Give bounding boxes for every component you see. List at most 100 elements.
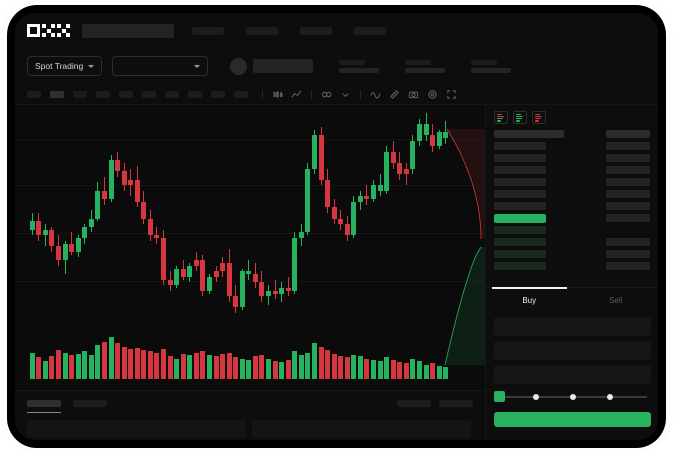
price-field[interactable] (494, 317, 651, 336)
order-book-ask-row[interactable] (494, 142, 650, 150)
timeframe-button-1[interactable] (27, 90, 41, 98)
buy-submit-button[interactable] (494, 412, 651, 427)
chevron-down-icon[interactable] (340, 89, 351, 100)
trading-pair-dropdown[interactable] (112, 56, 209, 76)
amount-field[interactable] (494, 341, 651, 360)
timeframe-button-2[interactable] (50, 90, 64, 98)
order-book-ask-row[interactable] (494, 166, 650, 174)
line-chart-icon[interactable] (291, 89, 302, 100)
volume-bar (397, 362, 403, 379)
order-book-ask-row[interactable] (494, 154, 650, 162)
tab-buy[interactable]: Buy (486, 287, 573, 313)
order-book-price (494, 250, 546, 258)
timeframe-button-5[interactable] (119, 90, 133, 98)
volume-bar (161, 349, 167, 379)
volume-bar (403, 363, 409, 379)
fullscreen-icon[interactable] (446, 89, 457, 100)
order-book-price (494, 238, 546, 246)
candle-wick (156, 226, 158, 244)
tab-sell[interactable]: Sell (573, 288, 659, 313)
candlestick-icon[interactable] (272, 89, 283, 100)
order-book-size (606, 130, 650, 138)
settings-icon[interactable] (427, 89, 438, 100)
indicator-icon[interactable] (321, 89, 332, 100)
spot-trading-dropdown[interactable]: Spot Trading (27, 56, 103, 76)
volume-bar (338, 356, 344, 379)
timeframe-button-9[interactable] (211, 90, 225, 98)
candle-body (88, 218, 94, 227)
candle-body (351, 201, 357, 236)
slider-handle[interactable] (494, 391, 505, 402)
total-field[interactable] (494, 365, 651, 384)
candle-body (49, 229, 55, 247)
candle-body (154, 235, 160, 238)
candle-wick (44, 224, 46, 247)
candle-body (410, 140, 416, 169)
camera-icon[interactable] (408, 89, 419, 100)
order-book-price (494, 190, 546, 198)
nav-link-1[interactable] (192, 26, 224, 35)
timeframe-button-6[interactable] (142, 90, 156, 98)
order-book-rows[interactable] (486, 128, 658, 270)
volume-bar (134, 347, 140, 379)
candle-body (108, 160, 114, 200)
okx-logo[interactable] (27, 24, 70, 37)
order-book-size (606, 238, 650, 246)
volume-bar (193, 352, 199, 379)
timeframe-button-10[interactable] (234, 90, 248, 98)
order-book-price (494, 226, 546, 234)
slider-stop-25[interactable] (533, 393, 539, 400)
timeframe-button-4[interactable] (96, 90, 110, 98)
order-book-ask-row[interactable] (494, 202, 650, 210)
slider-stop-50[interactable] (570, 393, 576, 400)
order-book-bid-row[interactable] (494, 250, 650, 258)
orders-action-1[interactable] (397, 400, 431, 407)
price-chart[interactable] (15, 105, 485, 390)
volume-bar (266, 358, 272, 379)
tab-order-history[interactable] (73, 400, 107, 407)
orders-action-2[interactable] (439, 400, 473, 407)
slider-stop-75[interactable] (607, 393, 613, 400)
order-book-size (606, 262, 650, 270)
tab-open-orders[interactable] (27, 400, 61, 413)
order-book-size (606, 250, 650, 258)
spot-trading-label: Spot Trading (35, 61, 84, 71)
candle-body (233, 296, 239, 308)
pair-info-bar: Spot Trading (15, 48, 658, 84)
nav-link-3[interactable] (300, 26, 332, 35)
bids-only-icon[interactable] (513, 111, 527, 124)
volume-bar (325, 350, 331, 379)
order-book-ask-row[interactable] (494, 178, 650, 186)
order-book-bid-row[interactable] (494, 238, 650, 246)
order-book-mark-price-row[interactable] (494, 214, 650, 223)
amount-percent-slider[interactable] (494, 391, 651, 403)
search-input[interactable] (82, 23, 174, 38)
ruler-icon[interactable] (389, 89, 400, 100)
order-book-header-row[interactable] (494, 130, 650, 138)
order-book-bid-row[interactable] (494, 262, 650, 270)
buy-sell-tabs: Buy Sell (486, 287, 658, 313)
volume-bar (95, 345, 101, 379)
grid-line (15, 185, 485, 186)
order-book-bid-row[interactable] (494, 226, 650, 234)
nav-link-4[interactable] (354, 26, 386, 35)
volume-bar (410, 358, 416, 379)
candle-body (62, 243, 68, 261)
nav-link-2[interactable] (246, 26, 278, 35)
timeframe-button-8[interactable] (188, 90, 202, 98)
pair-last-price (253, 59, 314, 73)
orders-row-1[interactable] (27, 420, 246, 438)
timeframe-button-3[interactable] (73, 90, 87, 98)
candlestick-series (29, 113, 449, 313)
order-book-price (494, 142, 546, 150)
order-book-ask-row[interactable] (494, 190, 650, 198)
wave-icon[interactable] (370, 89, 381, 100)
both-sides-icon[interactable] (494, 111, 508, 124)
timeframe-button-7[interactable] (165, 90, 179, 98)
asks-only-icon[interactable] (532, 111, 546, 124)
pair-avatar (230, 57, 248, 75)
orders-row-2[interactable] (252, 420, 471, 438)
candle-body (430, 135, 436, 147)
top-navigation-bar (15, 13, 658, 48)
